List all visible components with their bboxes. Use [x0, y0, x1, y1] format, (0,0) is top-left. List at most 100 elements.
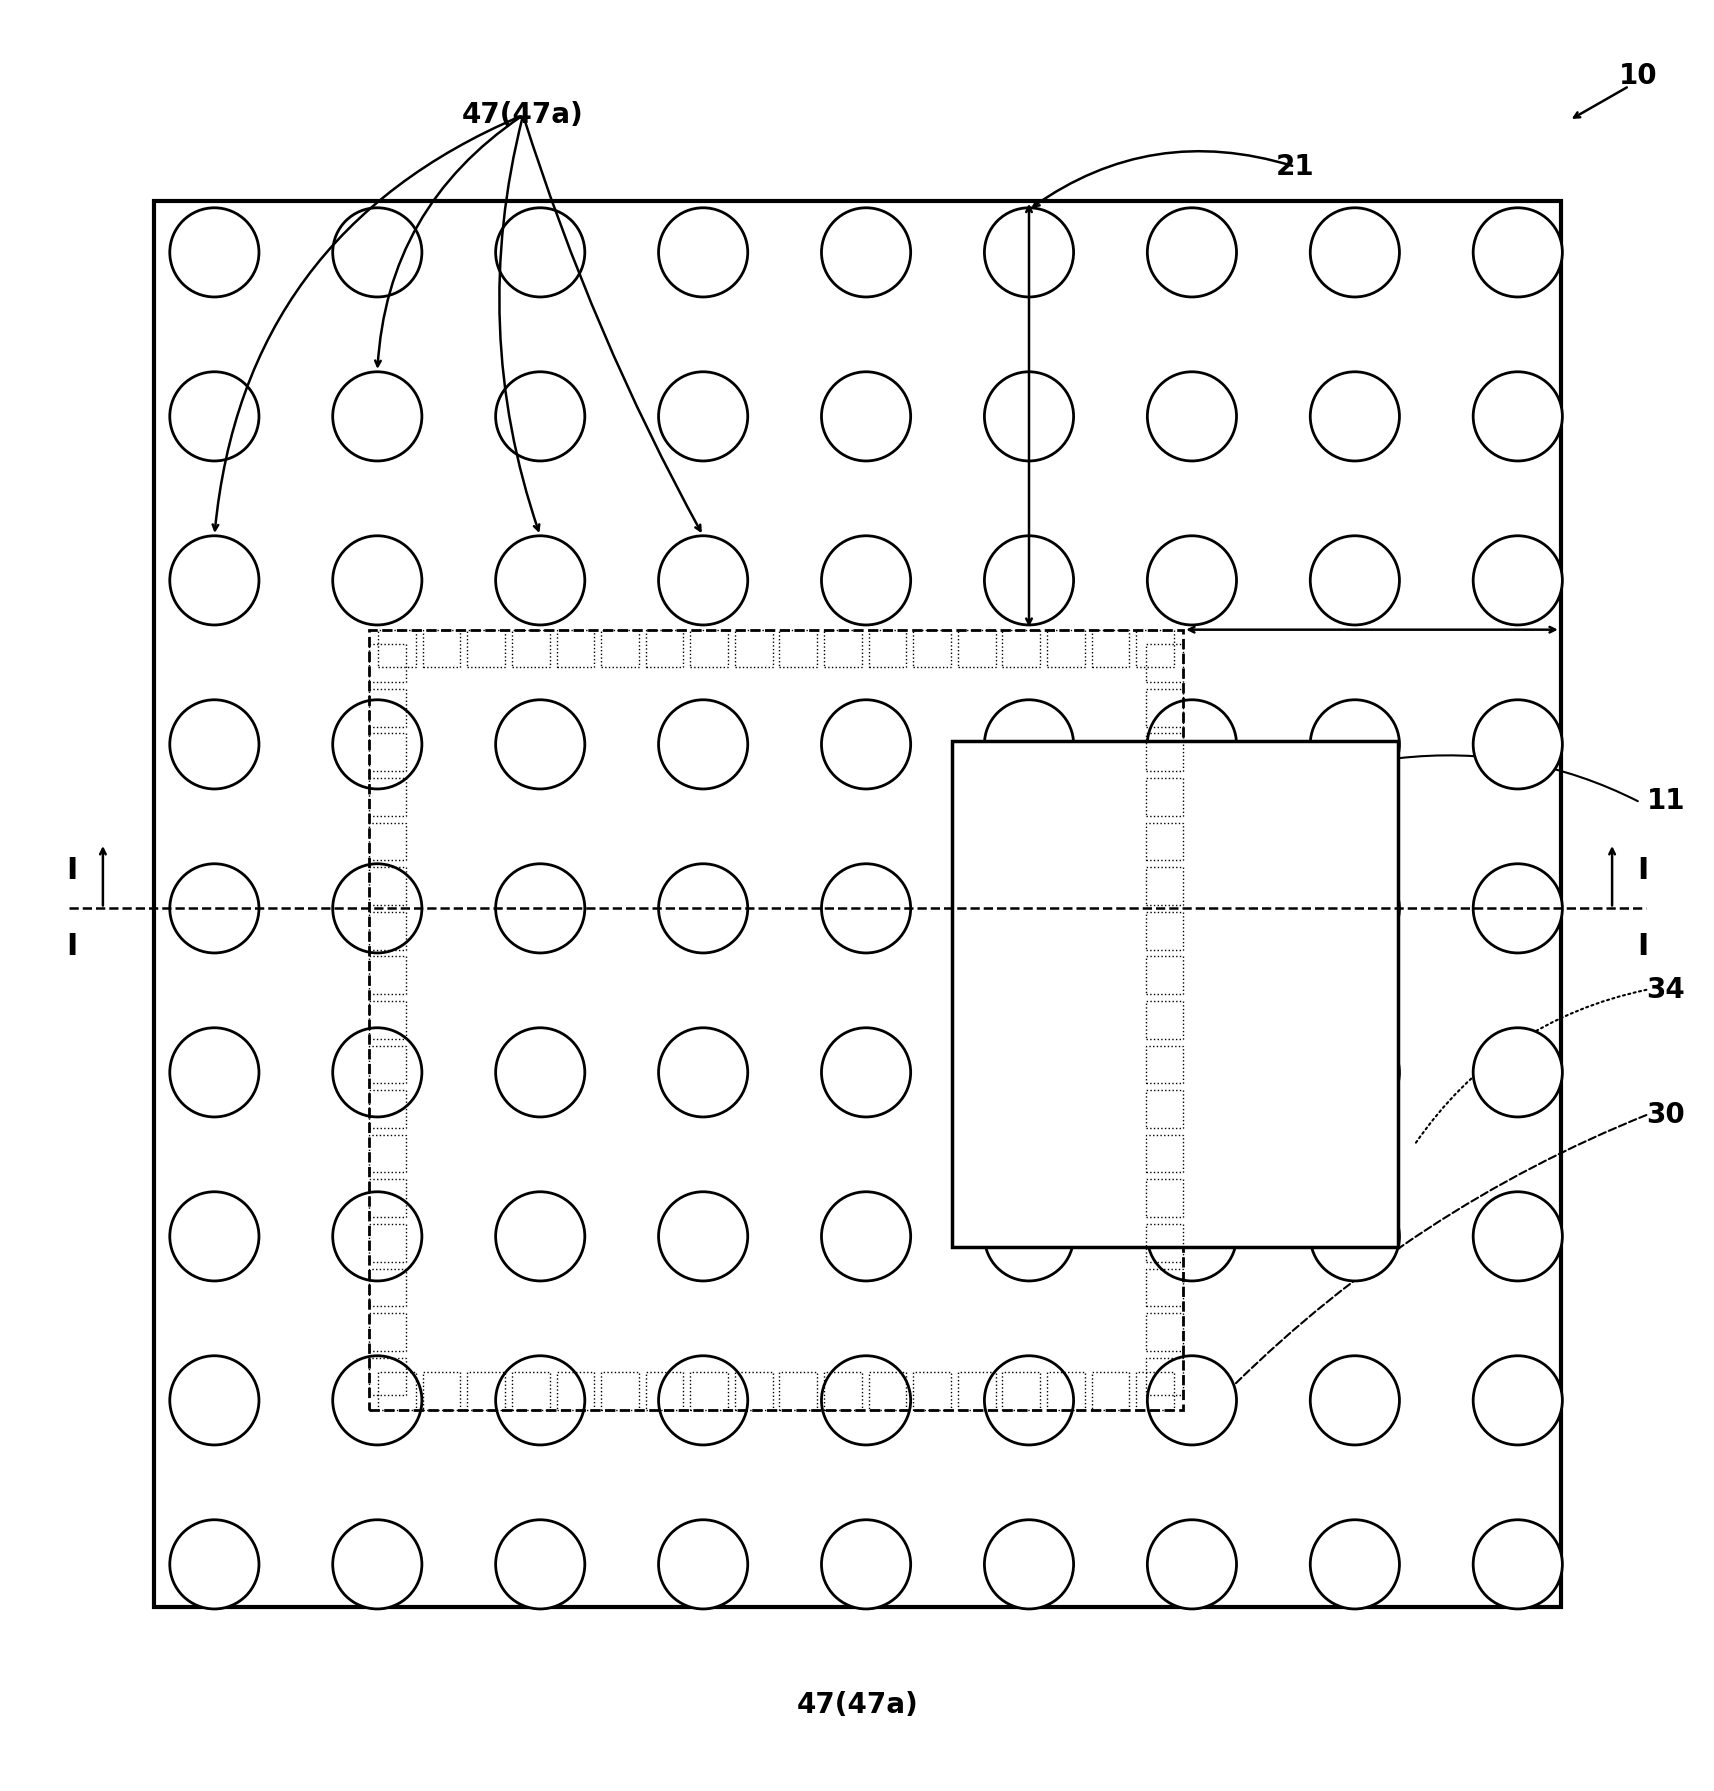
- Bar: [644, 630, 682, 668]
- Circle shape: [821, 863, 910, 953]
- Bar: [912, 1372, 950, 1410]
- Bar: [912, 630, 950, 668]
- Circle shape: [821, 1356, 910, 1445]
- Circle shape: [1147, 1521, 1236, 1608]
- Text: I: I: [1637, 856, 1647, 885]
- Circle shape: [1472, 700, 1561, 790]
- Bar: [379, 630, 415, 668]
- Bar: [369, 777, 406, 815]
- Bar: [369, 956, 406, 994]
- Circle shape: [658, 1521, 747, 1608]
- Bar: [555, 1372, 595, 1410]
- Circle shape: [495, 373, 584, 460]
- Circle shape: [821, 1191, 910, 1281]
- Bar: [466, 630, 506, 668]
- Circle shape: [1309, 863, 1399, 953]
- Bar: [369, 645, 406, 682]
- Bar: [1145, 912, 1183, 949]
- Bar: [1145, 690, 1183, 727]
- Circle shape: [658, 536, 747, 625]
- Circle shape: [1309, 536, 1399, 625]
- Bar: [1092, 630, 1130, 668]
- Bar: [369, 867, 406, 904]
- Bar: [555, 630, 595, 668]
- Bar: [1145, 867, 1183, 904]
- Circle shape: [658, 1028, 747, 1118]
- Bar: [644, 1372, 682, 1410]
- Bar: [369, 1001, 406, 1039]
- Circle shape: [1472, 536, 1561, 625]
- Bar: [369, 734, 406, 772]
- Circle shape: [1472, 1028, 1561, 1118]
- Bar: [1046, 630, 1083, 668]
- Circle shape: [333, 536, 422, 625]
- Circle shape: [1472, 373, 1561, 460]
- Circle shape: [1472, 1191, 1561, 1281]
- Circle shape: [1147, 700, 1236, 790]
- Bar: [1145, 734, 1183, 772]
- Circle shape: [495, 1521, 584, 1608]
- Circle shape: [658, 1356, 747, 1445]
- Bar: [154, 201, 1560, 1607]
- Circle shape: [170, 863, 259, 953]
- Circle shape: [984, 208, 1073, 297]
- Text: 21: 21: [1275, 152, 1313, 181]
- Bar: [1145, 1223, 1183, 1261]
- Bar: [1145, 1313, 1183, 1350]
- Circle shape: [1309, 208, 1399, 297]
- Bar: [1145, 1091, 1183, 1128]
- Circle shape: [984, 700, 1073, 790]
- Circle shape: [658, 863, 747, 953]
- Bar: [1135, 1372, 1172, 1410]
- Circle shape: [1309, 1356, 1399, 1445]
- Bar: [689, 1372, 728, 1410]
- Bar: [369, 912, 406, 949]
- Circle shape: [1147, 536, 1236, 625]
- Bar: [602, 1372, 639, 1410]
- Circle shape: [1147, 1028, 1236, 1118]
- Bar: [735, 1372, 773, 1410]
- Bar: [369, 1313, 406, 1350]
- Circle shape: [658, 1191, 747, 1281]
- Circle shape: [170, 373, 259, 460]
- Circle shape: [984, 536, 1073, 625]
- Text: 47(47a): 47(47a): [463, 100, 583, 129]
- Circle shape: [495, 1191, 584, 1281]
- Bar: [379, 1372, 415, 1410]
- Circle shape: [984, 1028, 1073, 1118]
- Circle shape: [821, 208, 910, 297]
- Circle shape: [1309, 373, 1399, 460]
- Bar: [824, 630, 862, 668]
- Bar: [1145, 1358, 1183, 1395]
- Circle shape: [333, 700, 422, 790]
- Circle shape: [170, 700, 259, 790]
- Circle shape: [1147, 373, 1236, 460]
- Circle shape: [333, 373, 422, 460]
- Text: 47(47a): 47(47a): [797, 1691, 917, 1719]
- Circle shape: [495, 536, 584, 625]
- Circle shape: [495, 1356, 584, 1445]
- Circle shape: [821, 1028, 910, 1118]
- Circle shape: [495, 700, 584, 790]
- Bar: [1145, 1268, 1183, 1306]
- Circle shape: [821, 1521, 910, 1608]
- Circle shape: [1472, 1356, 1561, 1445]
- Bar: [511, 1372, 548, 1410]
- Bar: [1145, 777, 1183, 815]
- Circle shape: [1472, 1521, 1561, 1608]
- Bar: [1046, 1372, 1083, 1410]
- Bar: [466, 1372, 506, 1410]
- Circle shape: [1309, 1521, 1399, 1608]
- Bar: [1145, 645, 1183, 682]
- Circle shape: [821, 373, 910, 460]
- Circle shape: [1147, 208, 1236, 297]
- Bar: [369, 1358, 406, 1395]
- Bar: [602, 630, 639, 668]
- Bar: [1145, 1135, 1183, 1173]
- Circle shape: [984, 1521, 1073, 1608]
- Circle shape: [821, 700, 910, 790]
- Bar: [1001, 1372, 1040, 1410]
- Bar: [1145, 822, 1183, 860]
- Text: I: I: [1637, 931, 1647, 960]
- Circle shape: [984, 863, 1073, 953]
